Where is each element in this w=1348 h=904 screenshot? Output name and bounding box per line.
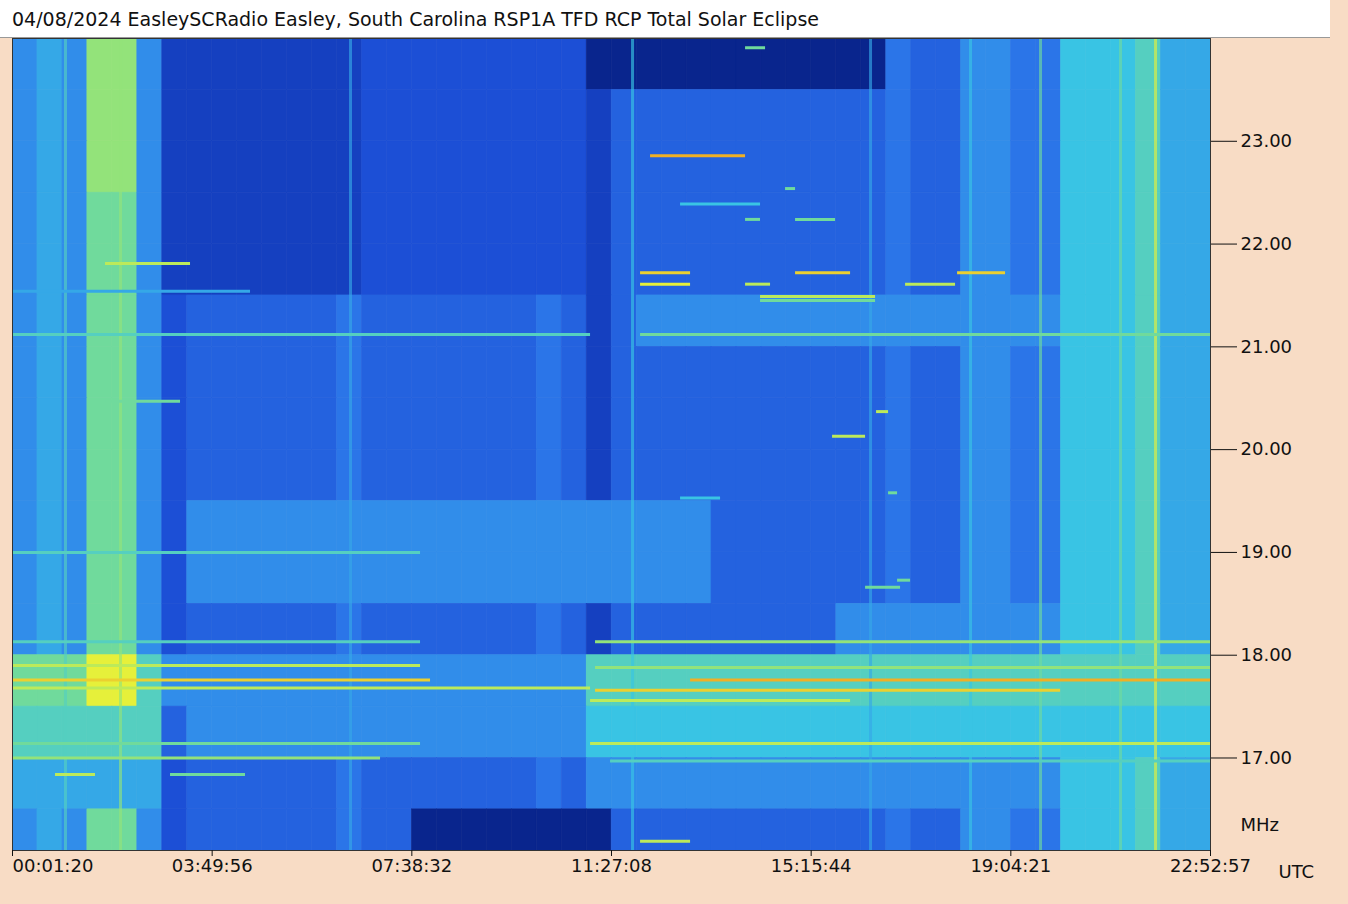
svg-text:UTC: UTC <box>1279 861 1315 882</box>
svg-text:23.00: 23.00 <box>1241 130 1293 151</box>
svg-text:11:27:08: 11:27:08 <box>571 855 652 876</box>
svg-text:MHz: MHz <box>1241 814 1280 835</box>
svg-text:03:49:56: 03:49:56 <box>172 855 253 876</box>
svg-text:22:52:57: 22:52:57 <box>1170 855 1251 876</box>
svg-text:22.00: 22.00 <box>1241 233 1293 254</box>
svg-text:07:38:32: 07:38:32 <box>371 855 452 876</box>
svg-text:20.00: 20.00 <box>1241 438 1293 459</box>
svg-text:15:15:44: 15:15:44 <box>771 855 852 876</box>
svg-text:19:04:21: 19:04:21 <box>970 855 1051 876</box>
svg-text:17.00: 17.00 <box>1241 747 1293 768</box>
svg-text:19.00: 19.00 <box>1241 541 1293 562</box>
svg-text:21.00: 21.00 <box>1241 336 1293 357</box>
html-text:04/08/2024 EasleySCRadio Easle: 04/08/2024 EasleySCRadio Easley, South C… <box>12 8 819 30</box>
svg-text:18.00: 18.00 <box>1241 644 1293 665</box>
svg-text:00:01:20: 00:01:20 <box>13 855 94 876</box>
